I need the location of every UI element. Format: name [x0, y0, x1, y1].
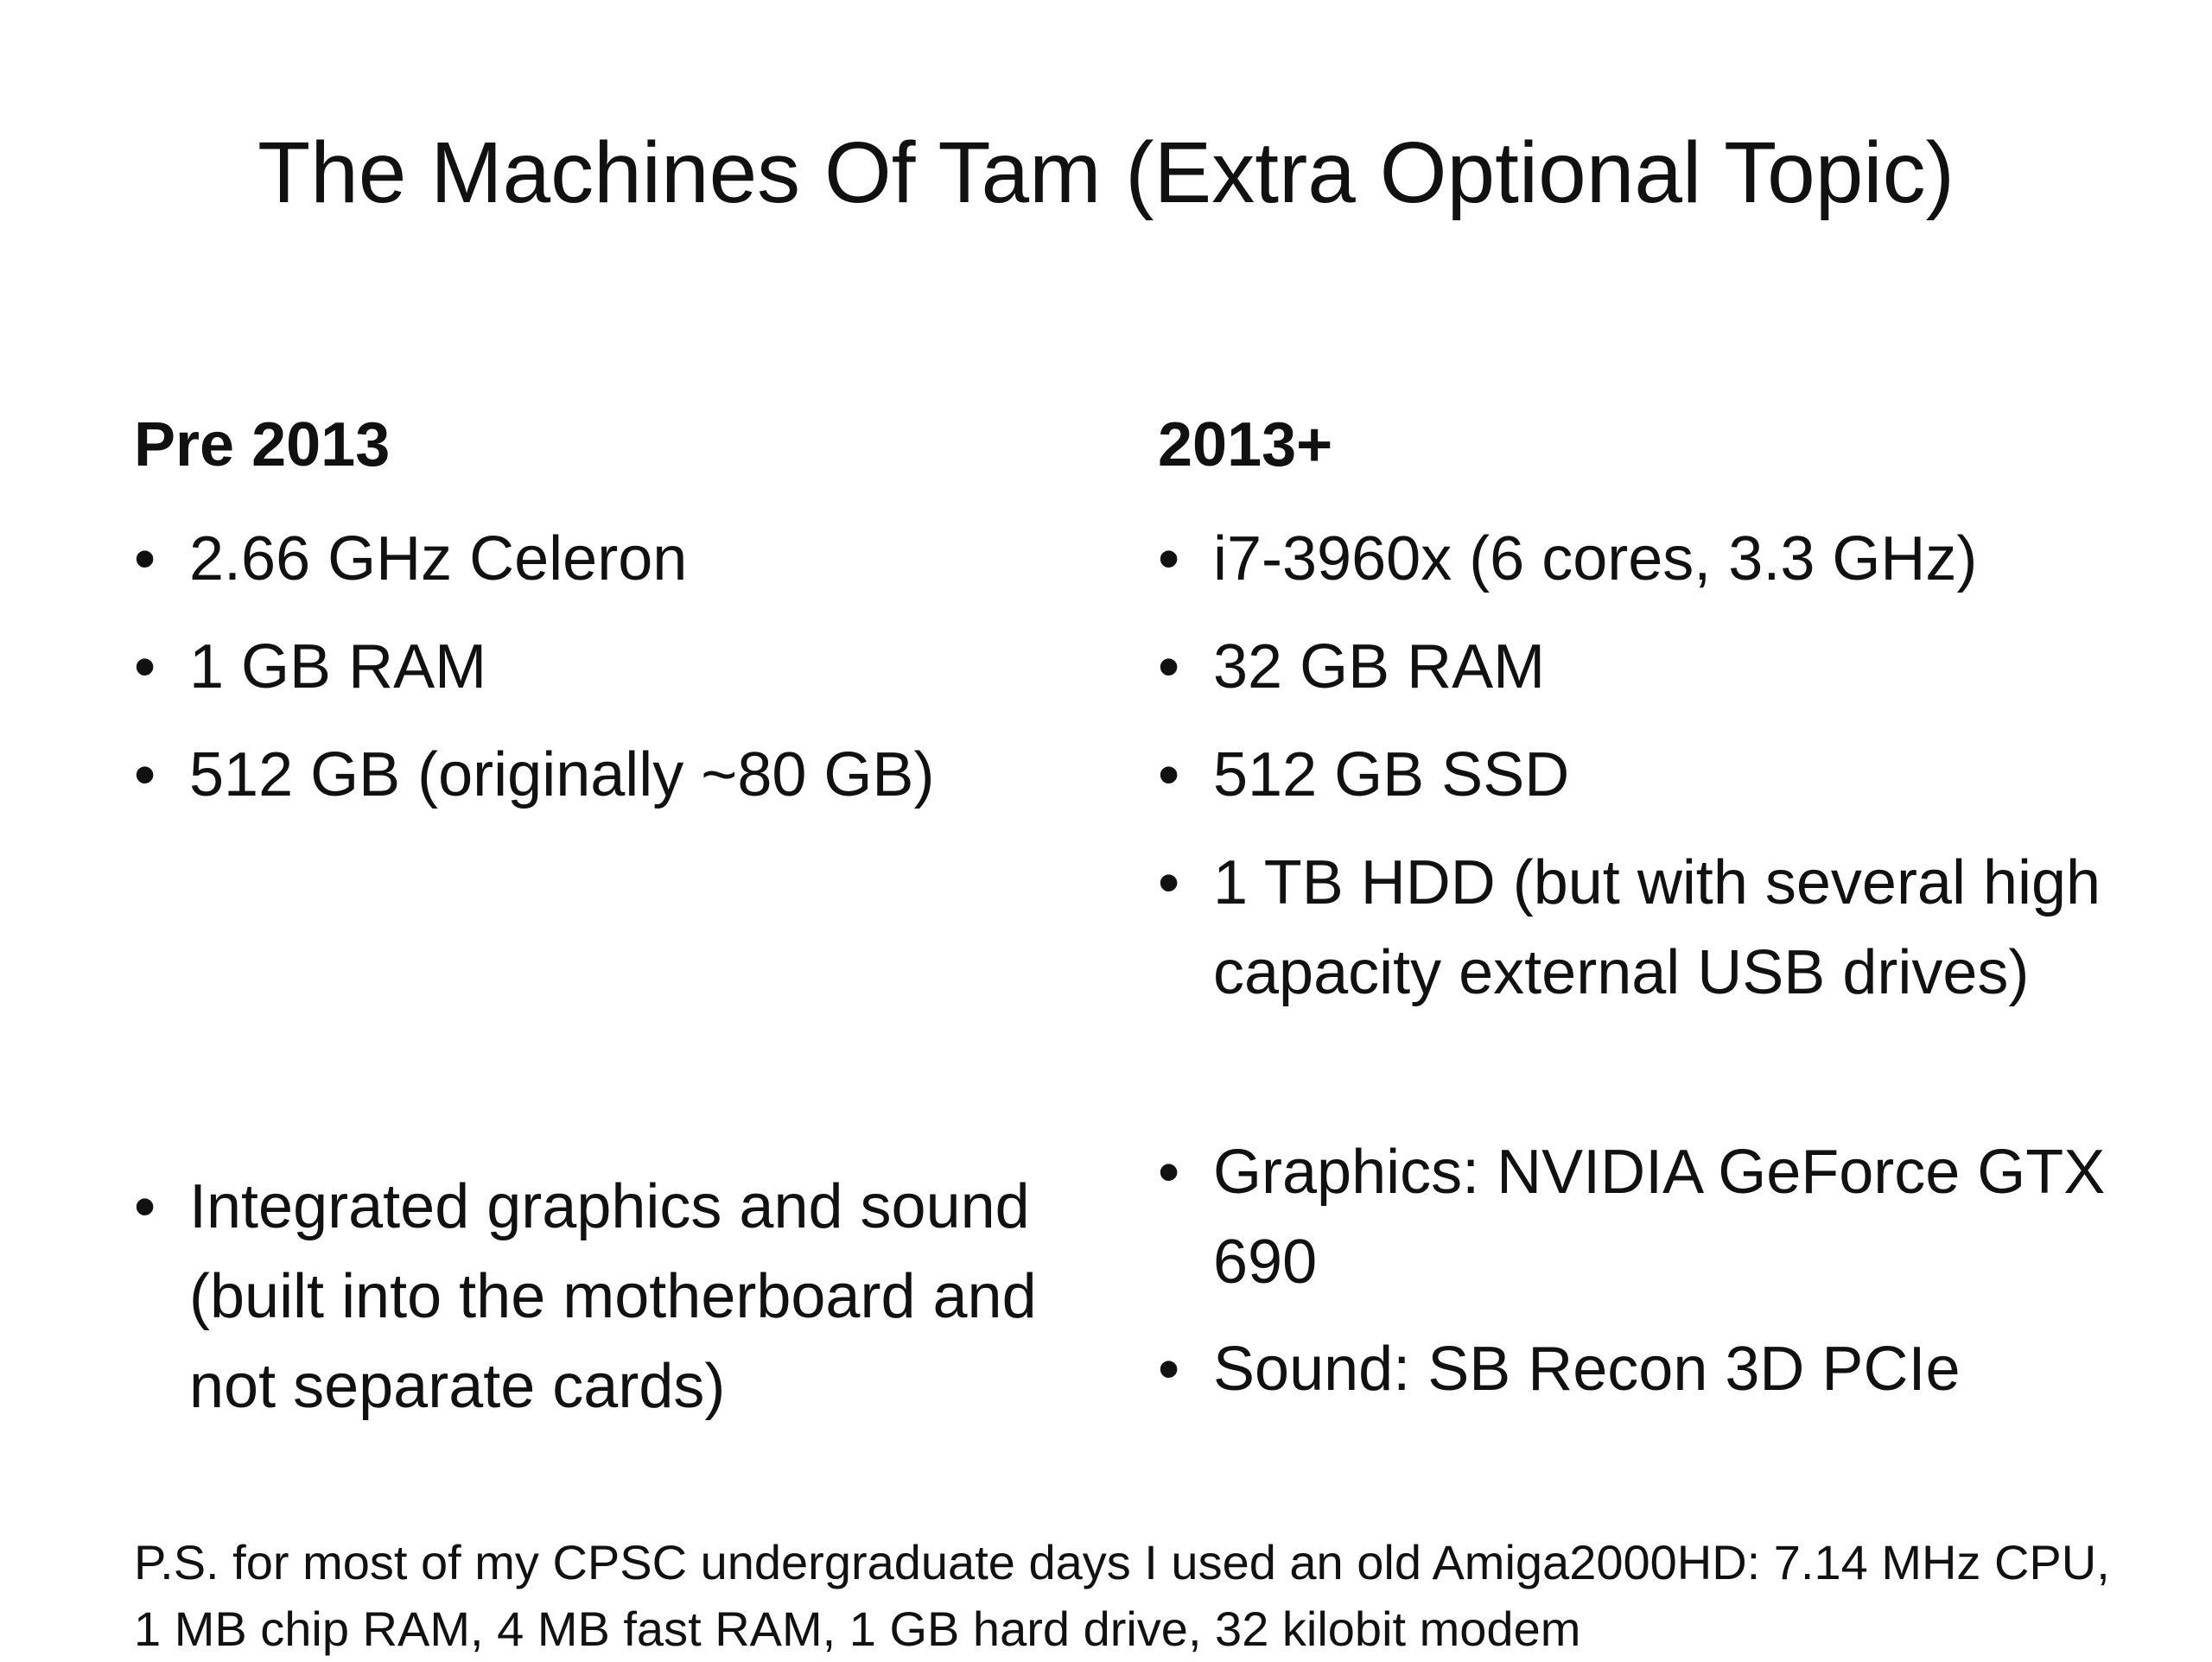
right-bullet-sound: Sound: SB Recon 3D PCIe: [1158, 1324, 2138, 1414]
left-bullet-graphics-sound: Integrated graphics and sound (built int…: [134, 1162, 1053, 1431]
left-column-heading: Pre 2013: [134, 410, 391, 479]
right-bullet-ram: 32 GB RAM: [1158, 622, 2138, 712]
right-bullet-hdd: 1 TB HDD (but with several high capacity…: [1158, 838, 2138, 1018]
right-bullet-ssd: 512 GB SSD: [1158, 730, 2138, 820]
left-bullet-ram: 1 GB RAM: [134, 622, 1053, 712]
right-column-heading: 2013+: [1158, 410, 1333, 479]
footnote: P.S. for most of my CPSC undergraduate d…: [134, 1535, 2110, 1656]
right-bullet-graphics: Graphics: NVIDIA GeForce GTX 690: [1158, 1127, 2138, 1307]
right-bullet-cpu: i7-3960x (6 cores, 3.3 GHz): [1158, 514, 2138, 604]
slide-title: The Machines Of Tam (Extra Optional Topi…: [257, 124, 1955, 221]
left-bullet-cpu: 2.66 GHz Celeron: [134, 514, 1053, 604]
left-bullet-storage: 512 GB (originally ~80 GB): [134, 730, 1053, 820]
